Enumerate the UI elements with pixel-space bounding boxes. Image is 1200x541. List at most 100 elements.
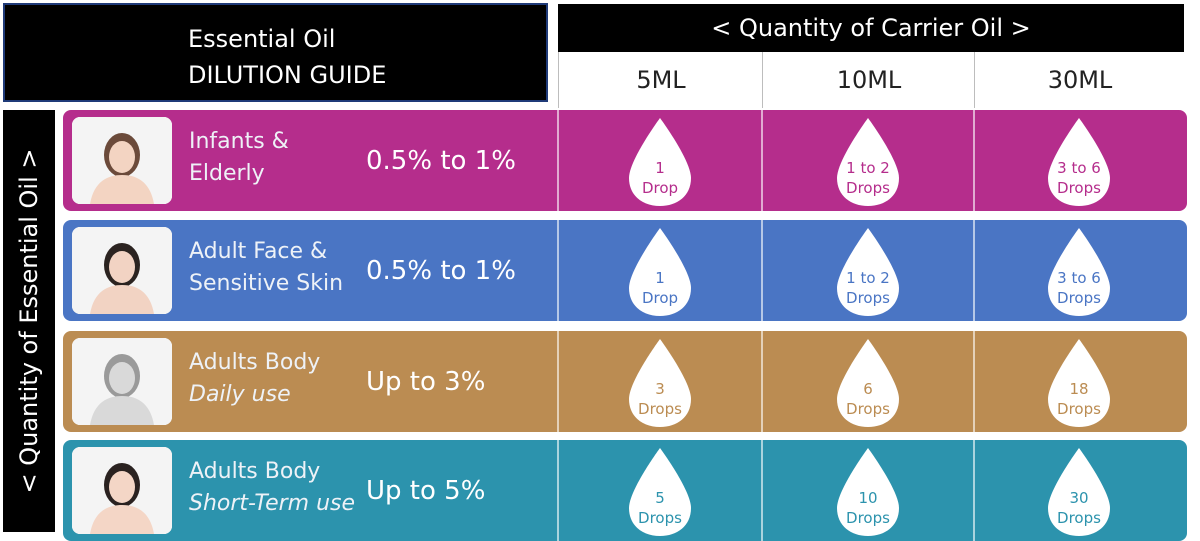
column-divider <box>973 440 975 541</box>
row-2: Adult Face & Sensitive Skin 0.5% to 1% 1 Dro… <box>63 220 1187 321</box>
drop-unit: Drops <box>846 179 890 197</box>
row-label-line-1: Adults Body <box>189 459 321 484</box>
water-drop-icon <box>837 118 899 206</box>
drop-5ml: 1 Drop <box>623 116 697 208</box>
dilution-percentage: Up to 3% <box>366 366 486 397</box>
column-divider <box>557 220 559 321</box>
water-drop-icon <box>629 339 691 427</box>
column-divider <box>761 331 763 432</box>
row-label-line-2: Elderly <box>189 161 265 186</box>
row-label: Adults Body Daily use <box>189 347 320 411</box>
column-header-30ml: 30ML <box>974 52 1185 108</box>
water-drop-icon <box>837 228 899 316</box>
drop-30ml: 30 Drops <box>1042 446 1116 538</box>
water-drop-icon <box>837 339 899 427</box>
drop-unit: Drops <box>1057 179 1101 197</box>
water-drop-icon <box>1048 339 1110 427</box>
row-label-line-1: Adult Face & <box>189 239 328 264</box>
column-divider <box>557 331 559 432</box>
drop-count: 18 <box>1069 380 1089 398</box>
row-label-line-2: Short-Term use <box>189 491 356 516</box>
column-divider <box>761 440 763 541</box>
drop-5ml: 3 Drops <box>623 337 697 429</box>
drop-5ml: 1 Drop <box>623 226 697 318</box>
drop-30ml: 3 to 6 Drops <box>1042 116 1116 208</box>
row-label: Adults Body Short-Term use <box>189 456 355 520</box>
row-label: Infants & Elderly <box>189 126 289 190</box>
drop-quantity: 6 Drops <box>831 379 905 419</box>
drop-unit: Drops <box>638 509 682 527</box>
drop-count: 5 <box>655 489 665 507</box>
drop-30ml: 18 Drops <box>1042 337 1116 429</box>
water-drop-icon <box>837 448 899 536</box>
drop-quantity: 1 Drop <box>623 268 697 308</box>
drop-count: 1 <box>655 269 665 287</box>
drop-quantity: 30 Drops <box>1042 488 1116 528</box>
column-divider <box>973 220 975 321</box>
drop-count: 6 <box>863 380 873 398</box>
title-line-1: Essential Oil <box>188 25 336 53</box>
drop-10ml: 6 Drops <box>831 337 905 429</box>
row-label-line-1: Adults Body <box>189 350 321 375</box>
drop-unit: Drops <box>1057 289 1101 307</box>
column-header-10ml: 10ML <box>762 52 975 108</box>
drop-count: 10 <box>858 489 878 507</box>
column-divider <box>761 220 763 321</box>
drop-count: 30 <box>1069 489 1089 507</box>
row-label-line-1: Infants & <box>189 129 289 154</box>
dilution-percentage: Up to 5% <box>366 475 486 506</box>
column-divider <box>761 110 763 211</box>
row-photo <box>72 227 172 314</box>
water-drop-icon <box>1048 448 1110 536</box>
row-photo <box>72 338 172 425</box>
carrier-oil-header: < Quantity of Carrier Oil > <box>558 4 1184 52</box>
drop-quantity: 18 Drops <box>1042 379 1116 419</box>
drop-quantity: 1 to 2 Drops <box>831 268 905 308</box>
drop-quantity: 3 Drops <box>623 379 697 419</box>
title-line-2: DILUTION GUIDE <box>188 61 387 89</box>
drop-unit: Drop <box>641 179 679 197</box>
side-header-label: < Quantity of Essential Oil > <box>15 148 43 494</box>
drop-unit: Drops <box>846 289 890 307</box>
water-drop-icon <box>629 448 691 536</box>
drop-quantity: 1 to 2 Drops <box>831 158 905 198</box>
drop-quantity: 10 Drops <box>831 488 905 528</box>
water-drop-icon <box>629 118 691 206</box>
row-photo <box>72 447 172 534</box>
drop-10ml: 1 to 2 Drops <box>831 116 905 208</box>
drop-5ml: 5 Drops <box>623 446 697 538</box>
essential-oil-side-header: < Quantity of Essential Oil > <box>3 110 55 532</box>
drop-unit: Drop <box>641 289 679 307</box>
drop-quantity: 5 Drops <box>623 488 697 528</box>
drop-quantity: 3 to 6 Drops <box>1042 268 1116 308</box>
drop-unit: Drops <box>846 509 890 527</box>
column-divider <box>973 110 975 211</box>
drop-unit: Drops <box>1057 400 1101 418</box>
drop-quantity: 3 to 6 Drops <box>1042 158 1116 198</box>
water-drop-icon <box>1048 228 1110 316</box>
title-box: Essential Oil DILUTION GUIDE <box>3 3 548 102</box>
row-label-line-2: Sensitive Skin <box>189 271 344 296</box>
drop-count: 1 <box>655 159 665 177</box>
drop-10ml: 1 to 2 Drops <box>831 226 905 318</box>
drop-count: 3 <box>655 380 665 398</box>
row-label-line-2: Daily use <box>189 382 291 407</box>
row-1: Infants & Elderly 0.5% to 1% 1 Drop 1 to 2 Dro… <box>63 110 1187 211</box>
drop-unit: Drops <box>638 400 682 418</box>
drop-count: 1 to 2 <box>846 159 890 177</box>
water-drop-icon <box>1048 118 1110 206</box>
row-3: Adults Body Daily use Up to 3% 3 Drops 6 Drops… <box>63 331 1187 432</box>
column-divider <box>557 110 559 211</box>
row-4: Adults Body Short-Term use Up to 5% 5 Drops 1… <box>63 440 1187 541</box>
row-photo <box>72 117 172 204</box>
row-label: Adult Face & Sensitive Skin <box>189 236 343 300</box>
drop-quantity: 1 Drop <box>623 158 697 198</box>
drop-count: 3 to 6 <box>1057 269 1101 287</box>
dilution-percentage: 0.5% to 1% <box>366 145 516 176</box>
drop-10ml: 10 Drops <box>831 446 905 538</box>
water-drop-icon <box>629 228 691 316</box>
drop-unit: Drops <box>846 400 890 418</box>
drop-count: 1 to 2 <box>846 269 890 287</box>
drop-count: 3 to 6 <box>1057 159 1101 177</box>
column-header-5ml: 5ML <box>558 52 763 108</box>
